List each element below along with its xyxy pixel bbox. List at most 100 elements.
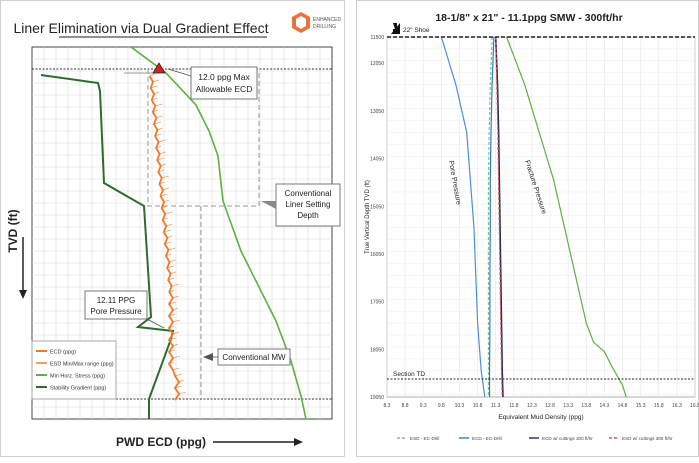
callout-liner-pointer bbox=[261, 201, 276, 209]
right-x-tick-label: 14.3 bbox=[600, 403, 610, 409]
right-legend-label: ECD - EC-Drill bbox=[472, 436, 502, 441]
right-y-tick-label: 12050 bbox=[370, 61, 384, 67]
right-x-tick-label: 9.3 bbox=[420, 403, 427, 409]
right-series bbox=[440, 36, 627, 398]
ecd-line bbox=[148, 75, 181, 401]
right-legend-label: ESD w/ cuttings 300 ft/hr bbox=[622, 436, 673, 441]
callout-pore-pointer bbox=[146, 318, 165, 329]
right-legend-label: ECD w/ cuttings 300 ft/hr bbox=[542, 436, 593, 441]
left-legend-label: ECD (ppg) bbox=[50, 350, 76, 356]
right-x-tick-label: 15.3 bbox=[636, 403, 646, 409]
ecd-series bbox=[148, 73, 187, 401]
max-ecd-marker bbox=[152, 62, 166, 74]
ecd-whisker bbox=[160, 193, 168, 197]
ecd-whisker bbox=[161, 175, 169, 179]
right-y-tick-label: 18050 bbox=[370, 347, 384, 353]
right-y-tick-label: 16050 bbox=[370, 252, 384, 258]
right-x-tick-label: 11.8 bbox=[509, 403, 519, 409]
right-x-tick-label: 12.3 bbox=[527, 403, 537, 409]
ecd-whisker bbox=[165, 211, 173, 215]
callout-pore-line2: Pore Pressure bbox=[90, 307, 142, 316]
x-arrow-head bbox=[294, 438, 303, 446]
right-series-line bbox=[495, 36, 503, 398]
shoe-triangle bbox=[391, 23, 400, 34]
callout-liner-depth bbox=[275, 183, 341, 227]
min-horz-stress-line bbox=[130, 46, 307, 420]
logo-text-2: DRILLING bbox=[313, 24, 336, 30]
right-series-line bbox=[494, 36, 504, 398]
ecd-whisker bbox=[150, 85, 158, 89]
ecd-whisker bbox=[159, 151, 166, 155]
ecd-whisker bbox=[153, 121, 162, 125]
right-y-tick-label: 11500 bbox=[370, 35, 384, 41]
left-y-axis-label: TVD (ft) bbox=[6, 209, 20, 252]
ecd-whisker bbox=[166, 265, 175, 269]
callout-max-ecd-line2: Allowable ECD bbox=[196, 84, 253, 94]
right-x-tick-label: 14.8 bbox=[618, 403, 628, 409]
ecd-whisker bbox=[156, 115, 163, 119]
ecd-whisker bbox=[166, 223, 173, 227]
callout-mw-arrow bbox=[203, 353, 213, 361]
callout-mw-text: Conventional MW bbox=[222, 353, 286, 362]
right-x-tick-label: 8.8 bbox=[402, 403, 409, 409]
ecd-whisker bbox=[171, 283, 179, 287]
right-y-tick-label: 17050 bbox=[370, 300, 384, 306]
right-x-tick-label: 16.8 bbox=[690, 403, 699, 409]
ecd-whisker bbox=[162, 187, 170, 191]
ecd-whisker bbox=[163, 229, 171, 233]
ecd-whisker bbox=[157, 157, 165, 161]
shoe-label: 22" Shoe bbox=[403, 27, 430, 34]
ecd-whisker bbox=[172, 319, 181, 323]
callout-liner-line3: Depth bbox=[297, 211, 318, 220]
right-x-tick-label: 15.8 bbox=[654, 403, 664, 409]
ecd-whisker bbox=[158, 139, 166, 143]
callout-pore-line1: 12.11 PPG bbox=[97, 296, 136, 305]
right-x-tick-label: 8.3 bbox=[384, 403, 391, 409]
right-x-tick-label: 11.3 bbox=[491, 403, 501, 409]
right-chart-panel: 18-1/8" x 21" - 11.1ppg SMW - 300ft/hr 8… bbox=[356, 0, 699, 457]
right-grid bbox=[386, 36, 696, 397]
right-chart-title: 18-1/8" x 21" - 11.1ppg SMW - 300ft/hr bbox=[435, 12, 622, 24]
right-series-line bbox=[488, 36, 495, 397]
right-legend: ESD - EC-Drill ECD - EC-Drill ECD w/ cutti… bbox=[397, 436, 673, 441]
right-y-tick-label: 19050 bbox=[370, 395, 384, 401]
left-legend-label: Min Horz. Stress (ppg) bbox=[50, 374, 105, 380]
section-td-label: Section TD bbox=[393, 371, 425, 378]
ecd-whisker bbox=[169, 259, 176, 263]
ecd-whisker bbox=[174, 373, 183, 377]
callout-liner-line2: Liner Setting bbox=[286, 200, 331, 209]
ecd-whisker bbox=[178, 391, 187, 395]
left-chart-panel: Liner Elimination via Dual Gradient Effe… bbox=[0, 0, 345, 457]
right-x-tick-label: 12.8 bbox=[545, 403, 555, 409]
callout-max-ecd-line1: 12.0 ppg Max bbox=[198, 72, 250, 82]
right-x-tick-label: 10.3 bbox=[455, 403, 465, 409]
left-x-axis-label: PWD ECD (ppg) bbox=[116, 435, 206, 449]
right-x-tick-label: 16.3 bbox=[672, 403, 682, 409]
right-y-axis-label: True Vertical Depth TVD (ft) bbox=[365, 180, 371, 254]
enhanced-drilling-logo: ENHANCED DRILLING bbox=[292, 12, 341, 33]
right-x-tick-label: 13.8 bbox=[581, 403, 591, 409]
ecd-whisker bbox=[155, 103, 163, 107]
left-legend-label: ESD Min/Max range (ppg) bbox=[50, 362, 114, 368]
right-x-axis-label: Equivalent Mud Density (ppg) bbox=[498, 414, 583, 421]
left-chart: Liner Elimination via Dual Gradient Effe… bbox=[6, 12, 341, 449]
callout-max-ecd-pointer bbox=[167, 68, 192, 77]
ecd-whisker bbox=[172, 331, 180, 335]
callout-max-ecd bbox=[190, 66, 258, 100]
logo-text-1: ENHANCED bbox=[313, 17, 341, 23]
right-legend-label: ESD - EC-Drill bbox=[410, 436, 439, 441]
left-legend: ECD (ppg) ESD Min/Max range (ppg) Min Horz… bbox=[31, 340, 117, 400]
right-series-line bbox=[440, 36, 486, 398]
callout-liner-line1: Conventional bbox=[285, 189, 332, 198]
ecd-whisker bbox=[172, 295, 179, 299]
right-series-line bbox=[487, 36, 493, 397]
right-ticks: 8.3 8.8 9.3 9.8 10.3 10.8 11.3 11.8 12.3 12.8 13.3… bbox=[370, 35, 699, 409]
right-series-line bbox=[506, 36, 627, 398]
right-x-tick-label: 13.3 bbox=[563, 403, 573, 409]
ecd-whisker bbox=[172, 355, 181, 359]
left-chart-title: Liner Elimination via Dual Gradient Effe… bbox=[14, 20, 269, 36]
ecd-whisker bbox=[152, 79, 160, 83]
ecd-whisker bbox=[172, 367, 180, 371]
left-legend-label: Stability Gradient (ppg) bbox=[50, 386, 106, 392]
ecd-whisker bbox=[168, 247, 176, 251]
